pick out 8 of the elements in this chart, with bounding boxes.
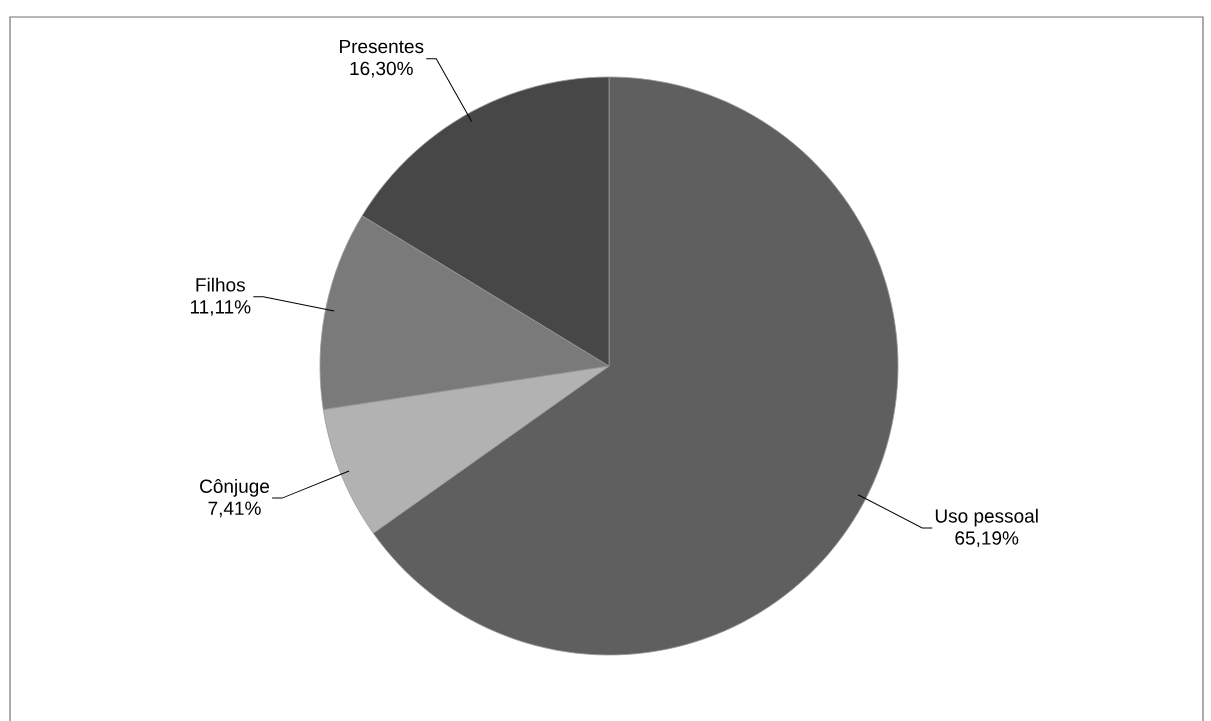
data-label: 16,30% (350, 61, 413, 78)
data-label: 65,19% (955, 531, 1019, 547)
slice-label: Uso pessoal (935, 508, 1038, 527)
data-label: 11,11% (190, 300, 251, 316)
data-label: 7,41% (208, 501, 261, 518)
slice-label: Presentes (340, 39, 424, 54)
slice-label: Cônjuge (200, 478, 270, 497)
slice-label: Filhos (196, 277, 245, 292)
